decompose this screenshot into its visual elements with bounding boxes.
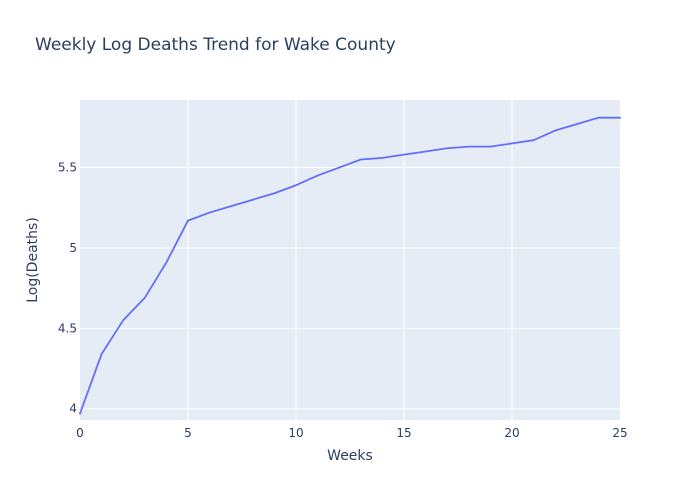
data-point bbox=[100, 353, 103, 355]
data-point bbox=[316, 174, 319, 177]
x-tick-label: 15 bbox=[396, 426, 411, 440]
x-axis-label: Weeks bbox=[327, 448, 373, 464]
data-point bbox=[424, 150, 427, 153]
data-point bbox=[511, 142, 513, 145]
x-tick-label: 5 bbox=[184, 426, 192, 440]
data-point bbox=[79, 412, 81, 415]
x-axis-ticks: 0 5 10 15 20 25 bbox=[76, 426, 627, 440]
x-tick-label: 20 bbox=[504, 426, 519, 440]
x-tick-label: 25 bbox=[612, 426, 627, 440]
data-point bbox=[619, 116, 621, 119]
data-point bbox=[230, 205, 233, 208]
data-point bbox=[187, 219, 189, 222]
y-tick-label: 4.5 bbox=[58, 321, 77, 335]
series-layer bbox=[79, 116, 621, 415]
y-tick-label: 5.5 bbox=[58, 161, 77, 175]
data-point bbox=[467, 145, 470, 148]
y-tick-label: 5 bbox=[69, 241, 77, 255]
x-tick-label: 0 bbox=[76, 426, 84, 440]
data-point bbox=[359, 158, 362, 161]
data-point bbox=[273, 192, 276, 195]
data-point bbox=[575, 123, 578, 126]
plot-area bbox=[80, 100, 620, 420]
data-point bbox=[165, 261, 168, 264]
data-point bbox=[122, 319, 125, 322]
data-point bbox=[532, 139, 535, 142]
y-axis-label: Log(Deaths) bbox=[25, 217, 41, 303]
x-tick-label: 10 bbox=[288, 426, 303, 440]
data-point bbox=[208, 211, 211, 214]
data-point bbox=[403, 153, 405, 156]
data-point bbox=[446, 147, 449, 150]
series-line bbox=[79, 116, 621, 415]
data-point bbox=[143, 296, 146, 299]
y-axis-ticks: 4 4.5 5 5.5 bbox=[58, 161, 77, 416]
data-point bbox=[597, 116, 600, 119]
data-point bbox=[489, 145, 492, 148]
data-point bbox=[251, 198, 254, 201]
data-point bbox=[554, 129, 557, 132]
data-point bbox=[338, 166, 341, 169]
y-tick-label: 4 bbox=[69, 402, 77, 416]
data-point bbox=[381, 156, 384, 159]
data-point bbox=[295, 184, 297, 187]
grid-lines bbox=[80, 100, 620, 420]
chart-title: Weekly Log Deaths Trend for Wake County bbox=[35, 35, 396, 55]
